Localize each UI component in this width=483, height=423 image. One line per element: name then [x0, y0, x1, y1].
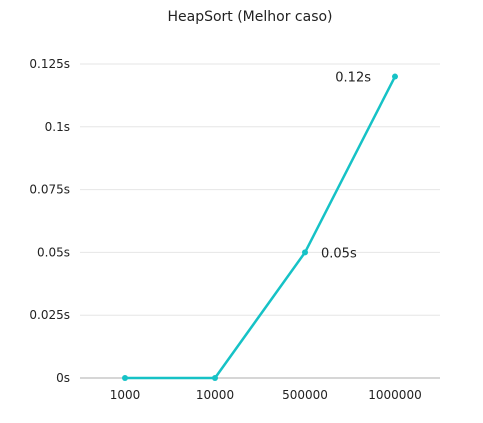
chart-title: HeapSort (Melhor caso)	[167, 9, 332, 25]
data-point	[392, 73, 398, 80]
x-tick-label: 1000000	[368, 388, 421, 402]
y-tick-label: 0s	[56, 371, 70, 385]
data-point	[122, 375, 128, 381]
x-tick-label: 10000	[196, 388, 234, 402]
data-point	[302, 249, 308, 256]
data-label: 0.05s	[321, 246, 357, 261]
x-tick-label: 500000	[282, 388, 328, 402]
y-axis-ticks: 0s 0.025s 0.05s 0.075s 0.1s 0.125s	[29, 57, 70, 385]
y-tick-label: 0.125s	[29, 57, 70, 71]
y-tick-label: 0.1s	[45, 120, 70, 134]
x-tick-label: 1000	[110, 388, 141, 402]
y-tick-label: 0.075s	[29, 183, 70, 197]
series-layer	[122, 73, 398, 381]
series-line	[123, 75, 397, 380]
data-label: 0.12s	[335, 71, 371, 86]
y-tick-label: 0.025s	[29, 308, 70, 322]
x-axis-ticks: 1000 10000 500000 1000000	[110, 388, 422, 402]
y-tick-label: 0.05s	[37, 245, 70, 259]
gridlines	[80, 63, 440, 379]
data-point	[212, 375, 218, 381]
data-labels-layer: 0.05s 0.12s	[321, 71, 371, 262]
